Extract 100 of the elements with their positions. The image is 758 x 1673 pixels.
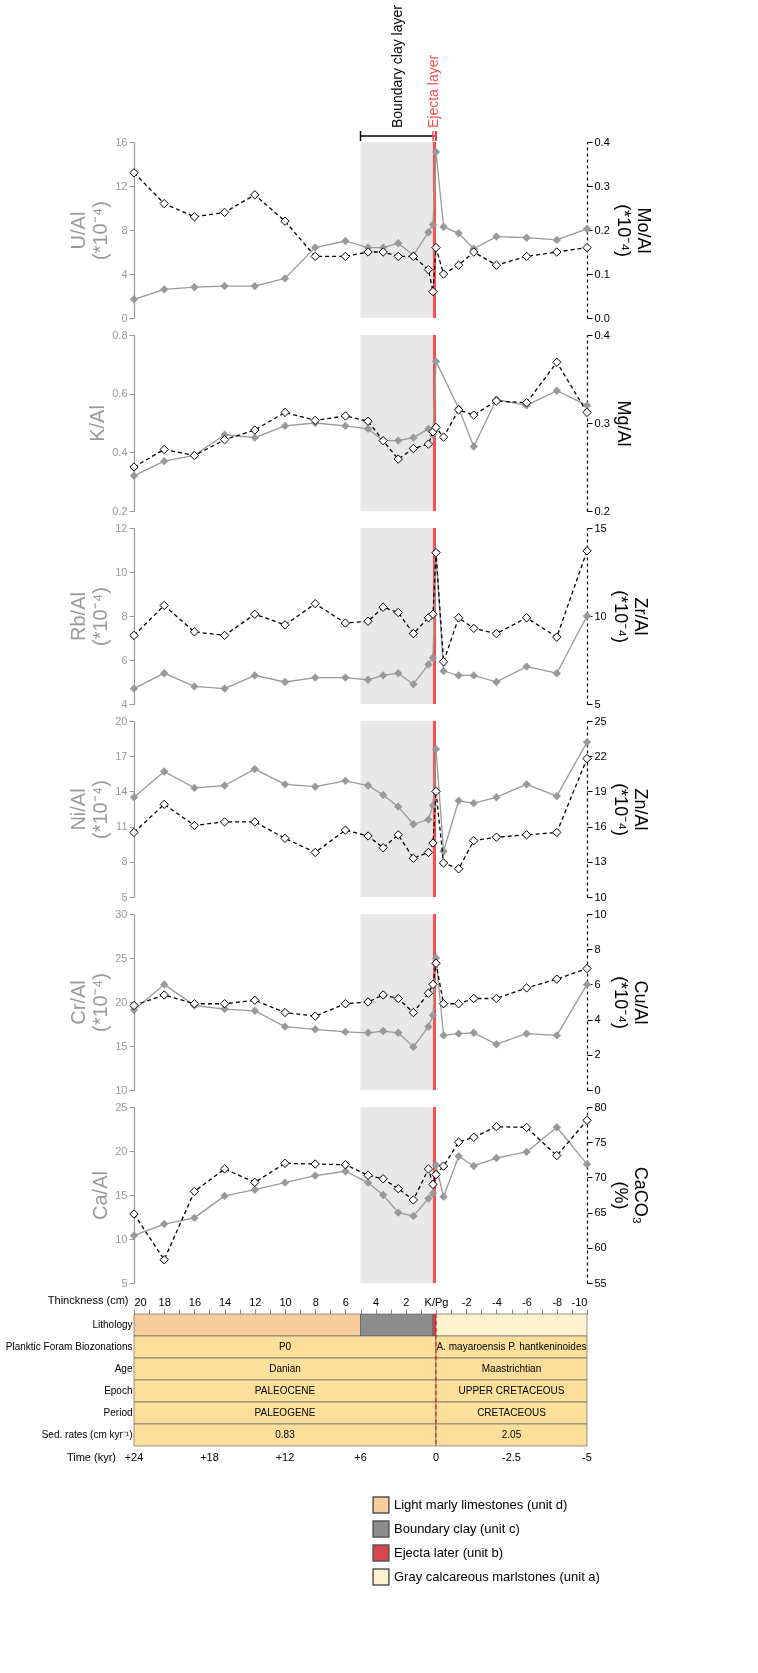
point [394,1208,403,1217]
y-tick-label: 0.8 [112,328,128,341]
point [454,1152,463,1161]
point [582,224,592,234]
point [341,1027,350,1037]
y2-tick-label: 0.0 [594,311,610,324]
y2-tick-label: 6 [594,977,601,990]
y-tick-label: 17 [115,749,128,762]
point [424,660,433,669]
point [363,424,373,434]
text: +24 [124,1451,144,1463]
point [280,1022,290,1031]
x-tick-label: 18 [158,1295,171,1308]
point [582,546,592,556]
y2-tick-label: 0 [594,1083,601,1096]
point [454,1029,463,1038]
y-tick-label: Planktic Foram Biozonations [5,1341,133,1352]
point [438,432,449,442]
point [582,753,592,764]
point [363,247,373,257]
point [469,993,479,1004]
y-tick-label: 14 [115,784,128,797]
point [311,673,320,682]
x-tick-label: K/Pg [424,1295,449,1308]
band-label: Boundary clay layer [389,4,406,128]
point [340,999,351,1009]
point [582,737,592,747]
y-tick-label: 16 [115,135,128,148]
point [469,623,479,633]
point [431,357,441,366]
point [424,228,433,237]
point [160,980,169,989]
point [190,283,199,292]
y2-tick-label: 10 [594,890,607,903]
point [189,212,200,222]
point [311,1025,320,1034]
y2-axis-title: Zr/Al (*10⁻⁴) [610,590,651,643]
y-tick-label: 15 [115,1188,128,1201]
point [552,974,562,984]
y2-tick-label: 0.3 [594,416,610,429]
point [439,666,448,676]
point [492,232,501,241]
data-label: PALEOGENE [254,1407,316,1418]
point [190,1213,199,1223]
y-tick-label: Period [103,1407,133,1418]
y2-tick-label: 0.3 [594,179,610,192]
y-tick-label: 4 [121,267,128,280]
point [454,671,463,680]
point [129,295,139,304]
point [220,1191,229,1201]
point [408,853,419,863]
point [341,776,350,786]
x-axis-title: Thinckness (cm) [47,1293,129,1306]
x-tick-label: 4 [373,1295,380,1308]
point [189,627,200,637]
point [310,1159,320,1169]
point [408,443,419,454]
y-tick-label: 12 [115,179,128,192]
point [341,236,350,246]
x-tick-label: -2 [461,1295,472,1308]
point [491,832,502,842]
point [552,632,562,642]
point [378,790,388,800]
x-tick-label: 2 [403,1295,410,1308]
text: -2.5 [502,1451,521,1463]
point [393,251,403,262]
y-tick-label: 25 [115,951,128,964]
x-tick-label: 10 [279,1295,292,1308]
y2-tick-label: 22 [594,749,607,762]
y2-axis-title: CaCO₃ (%) [610,1166,651,1225]
y-tick-label: 11 [116,820,128,833]
y2-axis-title: Mo/Al (*10⁻⁴) [613,204,654,257]
point [250,425,260,435]
data-label: P0 [278,1341,292,1352]
point [552,791,561,801]
point [438,1161,449,1171]
point [428,1179,438,1190]
point [310,599,320,609]
y2-tick-label: 10 [594,609,607,622]
y-axis-title: Cr/Al (*10⁻⁴) [67,973,112,1032]
y2-tick-label: 70 [594,1170,607,1183]
point [394,802,403,811]
point [129,684,139,693]
y-tick-label: 25 [115,1100,128,1113]
point [439,222,448,231]
point [453,1137,464,1147]
text: +18 [200,1451,219,1463]
point [310,251,320,262]
point [491,993,502,1004]
point [394,669,403,678]
point [340,618,351,628]
point [522,780,531,789]
point [423,439,434,449]
y2-axis-title: Mg/Al [613,400,634,447]
point [469,410,479,420]
point [219,435,230,445]
point [492,1153,501,1163]
y-axis-title: U/Al (*10⁻⁴) [67,201,112,260]
text: -5 [582,1451,592,1463]
y-axis-title: Ca/Al [89,1171,112,1220]
